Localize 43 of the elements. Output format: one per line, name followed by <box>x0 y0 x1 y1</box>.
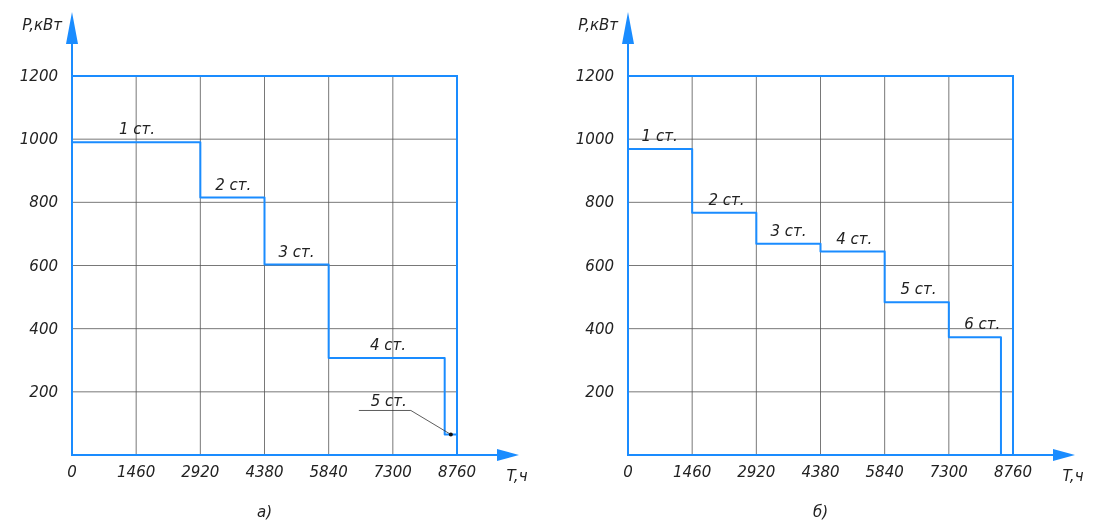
x-tick-label: 1460 <box>673 463 712 481</box>
annotation: 4 ст. <box>836 229 873 248</box>
y-tick-label: 800 <box>29 193 58 212</box>
x-axis-title: T,ч <box>1062 467 1084 485</box>
y-tick-label: 400 <box>29 319 58 338</box>
y-tick-label: 400 <box>585 319 614 338</box>
x-tick-label: 5840 <box>309 463 348 481</box>
y-tick-label: 200 <box>29 382 58 401</box>
annotation: 2 ст. <box>708 190 745 209</box>
x-tick-label: 2920 <box>737 463 776 481</box>
x-tick-label: 8760 <box>437 463 477 481</box>
x-tick-label: 7300 <box>373 463 412 481</box>
text: а) <box>256 503 273 521</box>
text: б) <box>812 503 829 521</box>
annotation: 1 ст. <box>119 120 156 139</box>
x-tick-label: 5840 <box>865 463 904 481</box>
x-tick-label: 4380 <box>245 463 284 481</box>
annotation: 3 ст. <box>770 221 807 240</box>
y-tick-label: 1200 <box>19 67 58 85</box>
x-tick-label: 0 <box>623 463 633 481</box>
y-tick-label: 1000 <box>575 130 614 149</box>
x-tick-label: 7300 <box>929 463 968 481</box>
x-tick-label: 0 <box>67 463 77 481</box>
y-tick-label: 1200 <box>575 67 614 85</box>
annotation: 5 ст. <box>370 392 407 411</box>
y-tick-label: 600 <box>585 256 614 275</box>
y-tick-label: 1000 <box>19 130 58 149</box>
y-tick-label: 600 <box>29 256 58 275</box>
x-tick-label: 2920 <box>181 463 220 481</box>
annotation: 3 ст. <box>278 242 315 261</box>
y-tick-label: 800 <box>585 193 614 212</box>
y-axis-title: P,кВт <box>578 16 620 34</box>
x-tick-label: 8760 <box>993 463 1033 481</box>
annotation: 2 ст. <box>215 175 252 194</box>
annotation: 4 ст. <box>369 336 407 355</box>
annotation: 5 ст. <box>900 280 937 299</box>
x-tick-label: 1460 <box>117 463 156 481</box>
annotation: 6 ст. <box>964 315 1001 334</box>
y-axis-title: P,кВт <box>22 16 64 34</box>
y-tick-label: 200 <box>585 382 614 401</box>
x-tick-label: 4380 <box>801 463 840 481</box>
annotation: 1 ст. <box>641 126 678 145</box>
x-axis-title: T,ч <box>506 467 528 485</box>
